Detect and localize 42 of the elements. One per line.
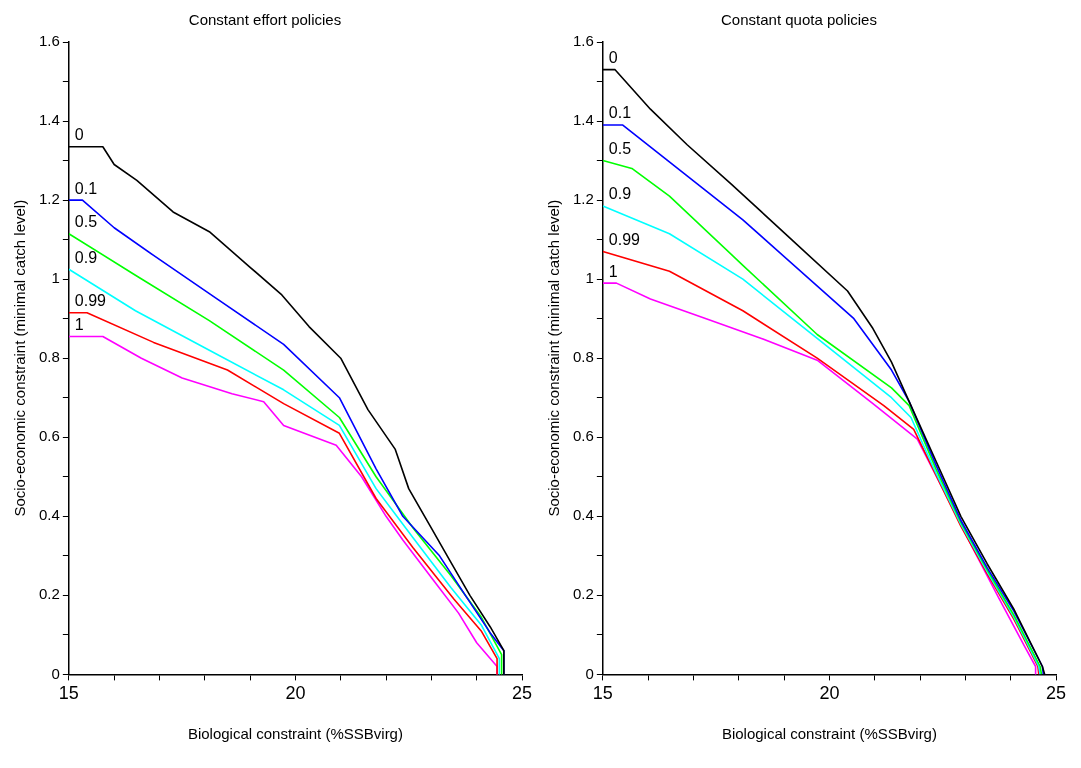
x-tick-label: 15 bbox=[592, 683, 613, 704]
x-tick-label: 20 bbox=[285, 683, 306, 704]
y-axis-title: Socio-economic constraint (minimal catch level) bbox=[545, 199, 563, 517]
series-label: 0.9 bbox=[74, 248, 98, 266]
y-tick-label: 0.4 bbox=[38, 506, 60, 524]
y-tick-label: 0 bbox=[51, 664, 60, 682]
series-label: 0 bbox=[608, 49, 618, 67]
y-tick-label: 1.4 bbox=[572, 111, 594, 129]
x-tick-label: 25 bbox=[511, 683, 533, 704]
series-label: 0.9 bbox=[608, 185, 632, 203]
series-label: 1 bbox=[608, 262, 618, 280]
series-label: 0.99 bbox=[608, 230, 641, 248]
chart-title: Constant effort policies bbox=[188, 11, 342, 29]
y-tick-label: 1.4 bbox=[38, 111, 60, 129]
x-axis-title: Biological constraint (%SSBvirg) bbox=[721, 725, 937, 743]
series-label: 0 bbox=[74, 126, 84, 144]
x-tick-label: 25 bbox=[1045, 683, 1067, 704]
x-axis-title: Biological constraint (%SSBvirg) bbox=[187, 725, 403, 743]
series-label: 0.1 bbox=[74, 179, 98, 197]
y-tick-label: 0 bbox=[585, 664, 594, 682]
y-tick-label: 0.8 bbox=[38, 348, 60, 366]
series-label: 1 bbox=[74, 315, 84, 333]
y-tick-label: 1.2 bbox=[572, 190, 594, 208]
x-tick-label: 20 bbox=[819, 683, 840, 704]
chart-title: Constant quota policies bbox=[721, 11, 877, 29]
y-tick-label: 0.6 bbox=[572, 427, 594, 445]
y-tick-label: 0.8 bbox=[572, 348, 594, 366]
series-label: 0.5 bbox=[74, 213, 98, 231]
y-tick-label: 0.4 bbox=[572, 506, 594, 524]
series-label: 0.99 bbox=[74, 292, 107, 310]
y-tick-label: 1 bbox=[585, 269, 594, 287]
y-tick-label: 0.2 bbox=[38, 585, 60, 603]
y-tick-label: 1 bbox=[51, 269, 60, 287]
y-tick-label: 1.6 bbox=[38, 32, 60, 50]
y-tick-label: 1.6 bbox=[572, 32, 594, 50]
y-tick-label: 0.2 bbox=[572, 585, 594, 603]
y-axis-title: Socio-economic constraint (minimal catch level) bbox=[11, 199, 29, 517]
series-label: 0.5 bbox=[608, 139, 632, 157]
x-tick-label: 15 bbox=[58, 683, 79, 704]
y-tick-label: 0.6 bbox=[38, 427, 60, 445]
series-label: 0.1 bbox=[608, 104, 632, 122]
y-tick-label: 1.2 bbox=[38, 190, 60, 208]
